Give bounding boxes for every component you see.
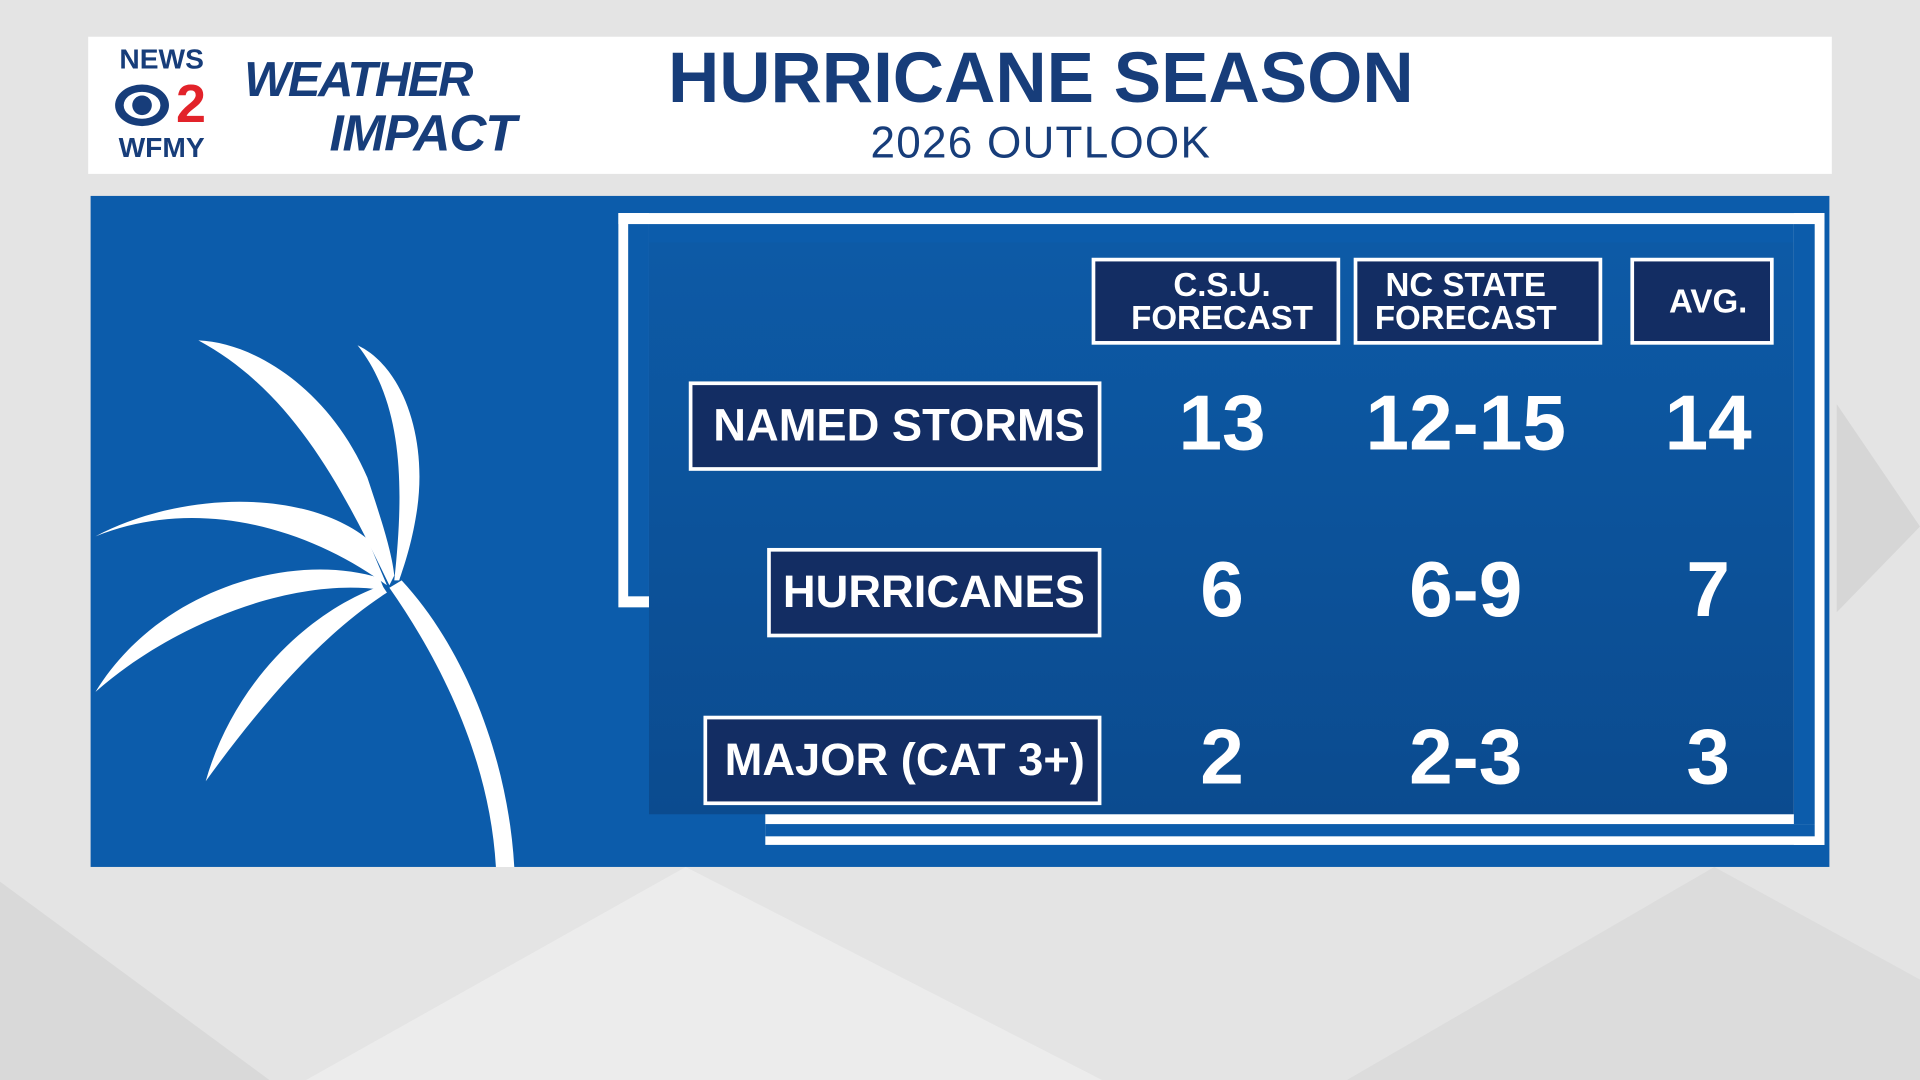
logo-eye-pupil [132, 95, 152, 116]
logo-channel: 2 [176, 74, 206, 134]
table-value: 7 [1686, 545, 1730, 633]
subtitle: 2026 OUTLOOK [871, 118, 1212, 167]
frame-gap [628, 224, 649, 597]
bg-facet [306, 866, 1103, 1080]
table-value: 3 [1686, 713, 1730, 801]
column-header-box [1353, 257, 1603, 345]
palm-trunk [389, 580, 515, 867]
column-header-box [1630, 257, 1774, 345]
logo-weather: WEATHER [244, 53, 474, 107]
title: HURRICANE SEASON [668, 39, 1414, 118]
column-header: NC STATE FORECAST [1375, 267, 1557, 337]
table-value: 2 [1200, 713, 1244, 801]
row-label-box [703, 715, 1102, 806]
palm-frond [357, 345, 420, 581]
bg-facet [1346, 866, 1920, 1080]
header-bar [88, 36, 1832, 174]
logo-impact: IMPACT [330, 104, 522, 162]
table: C.S.U. FORECAST NC STATE FORECAST AVG. NAMED … [688, 257, 1774, 806]
frame [618, 213, 1825, 225]
bg-facet [1836, 404, 1920, 613]
row-label-box [767, 547, 1102, 638]
row-label-box [688, 381, 1102, 471]
table-value: 6 [1200, 545, 1244, 633]
column-header: AVG. [1669, 283, 1747, 320]
table-value: 12-15 [1366, 378, 1566, 466]
palm-frond [95, 501, 387, 586]
table-value: 13 [1178, 378, 1265, 466]
table-value: 6-9 [1409, 545, 1522, 633]
frame-gap [765, 824, 1815, 837]
row-label: HURRICANES [783, 566, 1085, 617]
palm-frond [95, 569, 385, 692]
column-header-box [1091, 257, 1341, 345]
row-label: MAJOR (CAT 3+) [725, 734, 1085, 785]
column-header: C.S.U. FORECAST [1131, 267, 1313, 337]
row-label: NAMED STORMS [713, 400, 1085, 451]
logo-news: NEWS [119, 44, 203, 75]
frame-gap [1793, 224, 1815, 825]
palm-tree [95, 340, 515, 867]
palm-frond [198, 340, 395, 586]
logo-station: WFMY [119, 132, 205, 163]
table-value: 14 [1665, 378, 1753, 466]
palm-frond [205, 585, 387, 782]
table-value: 2-3 [1409, 713, 1522, 801]
